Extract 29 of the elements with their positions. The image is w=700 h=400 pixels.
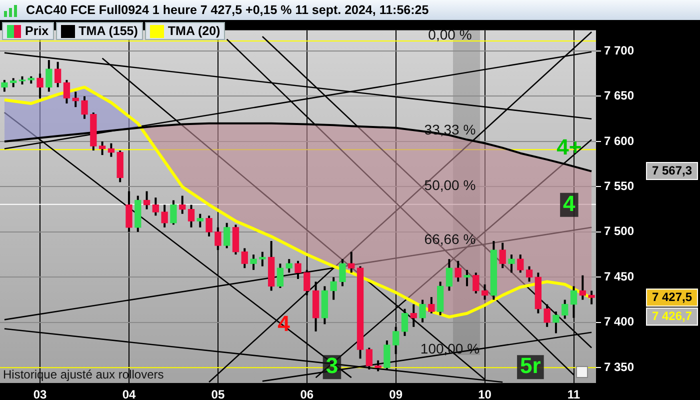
x-tick-label: 11 bbox=[567, 388, 580, 400]
y-tick-label: 7 450 bbox=[604, 269, 634, 284]
x-tick-label: 04 bbox=[122, 388, 136, 400]
x-tick-label: 10 bbox=[478, 388, 492, 400]
legend-label: Prix bbox=[25, 24, 49, 38]
annotation: 4 bbox=[563, 190, 576, 216]
x-tick-label: 05 bbox=[211, 388, 225, 400]
annotation: 5r bbox=[520, 353, 542, 378]
y-tick-label: 7 650 bbox=[604, 88, 634, 103]
x-tick-label: 06 bbox=[300, 388, 314, 400]
annotation: 33,33 % bbox=[424, 122, 476, 138]
text: 7 427,5 bbox=[652, 290, 692, 304]
annotation: 50,00 % bbox=[424, 177, 476, 194]
legend-label: TMA (20) bbox=[168, 24, 220, 38]
x-tick-label: 03 bbox=[33, 388, 48, 400]
x-tick-label: 09 bbox=[389, 388, 403, 400]
annotation: 3 bbox=[326, 353, 338, 378]
y-tick-label: 7 550 bbox=[604, 179, 634, 194]
legend-label: TMA (155) bbox=[78, 24, 138, 38]
y-tick-label: 7 700 bbox=[604, 43, 634, 58]
y-tick-label: 7 350 bbox=[604, 360, 634, 374]
text: 7 567,3 bbox=[652, 163, 692, 178]
y-tick-label: 7 600 bbox=[604, 134, 634, 148]
text: 7 426,7 bbox=[652, 308, 692, 323]
annotation: 66,66 % bbox=[424, 231, 476, 248]
chart-title: CAC40 FCE Full0924 1 heure 7 427,5 +0,15 % 11 sept. 2024, 11:56:25 bbox=[25, 3, 429, 17]
y-tick-label: 7 500 bbox=[604, 224, 634, 238]
y-tick-label: 7 400 bbox=[604, 314, 634, 329]
annotation: 0,00 % bbox=[428, 26, 472, 42]
